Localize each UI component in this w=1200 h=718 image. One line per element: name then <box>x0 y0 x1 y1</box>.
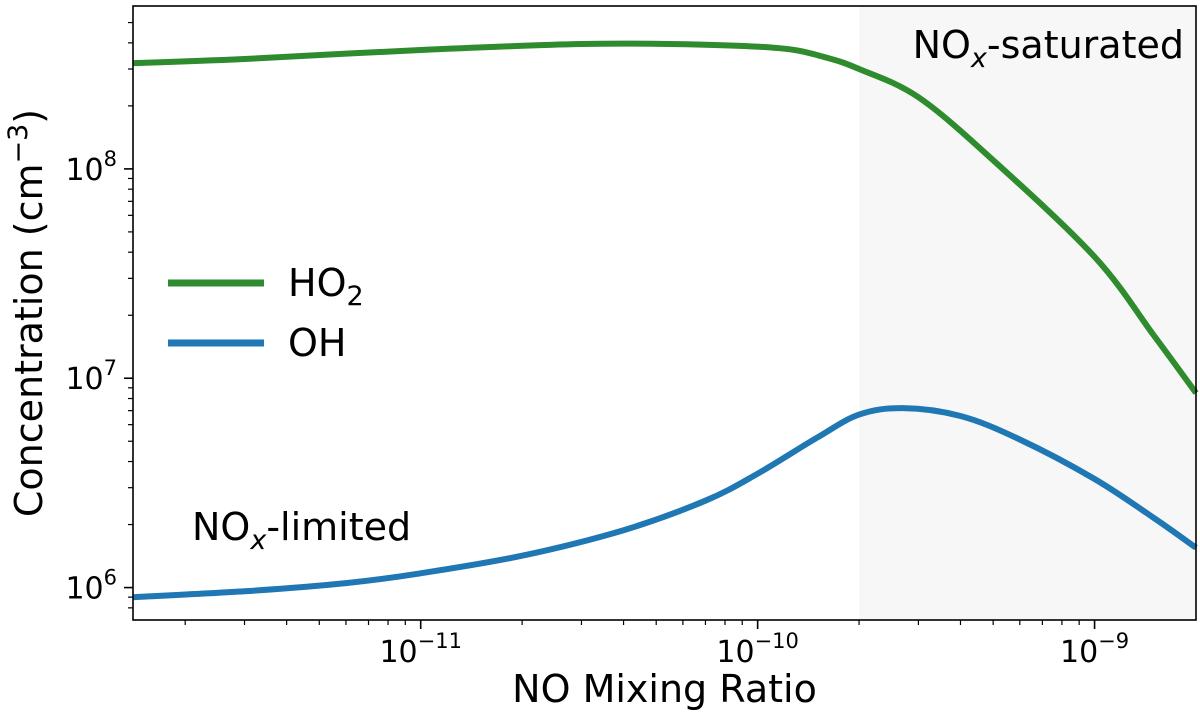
x-tick-label: 10−11 <box>379 629 462 670</box>
y-axis-label: Concentration (cm−3) <box>3 109 51 517</box>
legend: HO2 OH <box>168 261 364 365</box>
series-layer <box>132 40 1199 601</box>
x-tick-label: 10−9 <box>1060 629 1129 670</box>
legend-label-ho2: HO2 <box>288 261 364 312</box>
ticks-layer: 10−11 10−10 10−9 106 107 108 <box>65 21 1129 670</box>
x-axis-label: NO Mixing Ratio <box>512 667 817 711</box>
series-line-oh <box>132 405 1198 601</box>
legend-label-oh: OH <box>288 321 346 365</box>
series-line-ho2 <box>132 40 1199 395</box>
x-tick-label: 10−10 <box>716 629 799 670</box>
nox-saturated-region <box>859 6 1196 620</box>
y-tick-label: 107 <box>65 356 117 397</box>
annotation-nox-saturated: NOx-saturated <box>913 23 1184 74</box>
y-tick-label: 106 <box>65 566 117 607</box>
y-tick-label: 108 <box>65 147 117 188</box>
annotation-nox-limited: NOx-limited <box>192 505 411 556</box>
plot-frame <box>132 5 1197 621</box>
